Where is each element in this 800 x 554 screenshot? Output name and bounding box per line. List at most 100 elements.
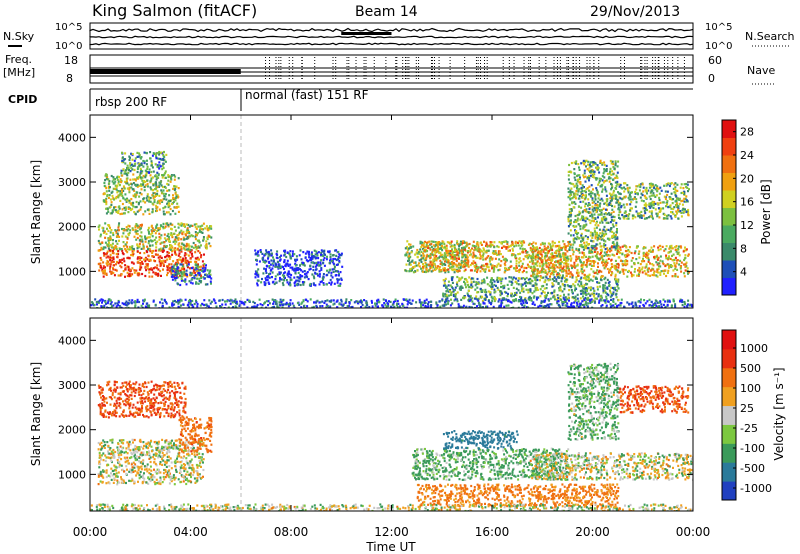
echo-cell	[119, 199, 122, 202]
echo-cell	[469, 253, 472, 256]
echo-cell	[613, 266, 616, 269]
echo-cell	[452, 290, 455, 293]
echo-cell	[657, 265, 660, 268]
echo-cell	[164, 176, 167, 179]
echo-cell	[674, 246, 677, 249]
echo-cell	[582, 256, 585, 259]
echo-cell	[570, 257, 573, 260]
echo-cell	[458, 279, 461, 282]
echo-cell	[142, 159, 145, 163]
echo-cell	[144, 238, 147, 241]
echo-cell	[314, 253, 317, 256]
echo-cell	[121, 151, 123, 154]
echo-cell	[521, 283, 524, 286]
echo-cell	[670, 198, 673, 201]
echo-cell	[566, 255, 569, 258]
echo-cell	[650, 184, 653, 187]
echo-cell	[652, 264, 655, 267]
echo-cell	[408, 255, 411, 258]
echo-cell	[135, 200, 138, 204]
echo-cell	[158, 181, 161, 184]
echo-cell	[633, 252, 636, 255]
echo-cell	[145, 269, 148, 272]
echo-cell	[597, 168, 600, 171]
echo-cell	[139, 167, 142, 170]
echo-cell	[534, 278, 537, 281]
echo-cell	[115, 269, 118, 272]
echo-cell	[477, 291, 480, 294]
echo-cell	[204, 245, 207, 248]
echo-cell	[177, 237, 180, 240]
echo-cell	[651, 183, 654, 186]
echo-cell	[134, 193, 137, 196]
echo-cell	[489, 244, 492, 247]
echo-cell	[618, 211, 621, 214]
echo-cell	[102, 267, 105, 270]
echo-cell	[432, 240, 435, 243]
echo-cell	[450, 257, 453, 260]
echo-cell	[680, 191, 683, 195]
echo-cell	[441, 244, 443, 248]
echo-cell	[176, 267, 179, 270]
echo-cell	[441, 253, 444, 256]
echo-cell	[149, 239, 152, 242]
nsky-tick-low: 10^0	[55, 41, 82, 52]
echo-cell	[680, 215, 683, 218]
echo-cell	[452, 258, 455, 261]
echo-cell	[417, 264, 419, 267]
echo-cell	[166, 238, 169, 241]
echo-cell	[134, 230, 137, 233]
echo-cell	[158, 202, 161, 205]
echo-cell	[585, 195, 587, 198]
echo-cell	[115, 197, 117, 200]
echo-cell	[540, 292, 543, 295]
echo-cell	[412, 245, 415, 248]
echo-cell	[591, 201, 594, 204]
echo-cell	[435, 248, 438, 251]
echo-cell	[637, 269, 639, 272]
echo-cell	[561, 290, 564, 293]
echo-cell	[566, 259, 569, 262]
echo-cell	[202, 276, 205, 279]
echo-cell	[578, 237, 581, 240]
echo-cell	[417, 250, 420, 254]
echo-cell	[456, 300, 459, 303]
echo-cell	[123, 158, 125, 161]
echo-cell	[665, 245, 668, 248]
echo-cell	[463, 295, 466, 298]
echo-cell	[588, 250, 591, 253]
echo-cell	[610, 293, 613, 296]
echo-cell	[546, 258, 549, 261]
echo-cell	[141, 223, 143, 226]
echo-cell	[158, 260, 161, 263]
echo-cell	[602, 207, 605, 210]
echo-cell	[530, 279, 533, 282]
echo-cell	[119, 212, 122, 216]
echo-cell	[595, 187, 598, 190]
echo-cell	[664, 248, 667, 251]
echo-cell	[567, 174, 570, 177]
echo-cell	[606, 251, 608, 254]
echo-cell	[173, 178, 176, 181]
echo-cell	[170, 178, 173, 181]
echo-cell	[633, 196, 636, 199]
echo-cell	[136, 246, 139, 249]
echo-cell	[156, 209, 158, 212]
echo-cell	[457, 254, 460, 257]
echo-cell	[159, 181, 162, 184]
echo-cell	[669, 196, 672, 199]
echo-cell	[458, 263, 461, 266]
echo-cell	[670, 182, 673, 185]
echo-cell	[496, 264, 499, 267]
echo-cell	[570, 171, 573, 174]
echo-cell	[488, 284, 491, 287]
echo-cell	[98, 241, 101, 244]
echo-cell	[535, 274, 538, 277]
echo-cell	[574, 300, 577, 303]
echo-cell	[138, 268, 141, 271]
echo-cell	[493, 288, 496, 291]
echo-cell	[672, 253, 675, 256]
echo-cell	[651, 267, 654, 270]
echo-cell	[454, 295, 457, 298]
echo-cell	[634, 250, 637, 253]
